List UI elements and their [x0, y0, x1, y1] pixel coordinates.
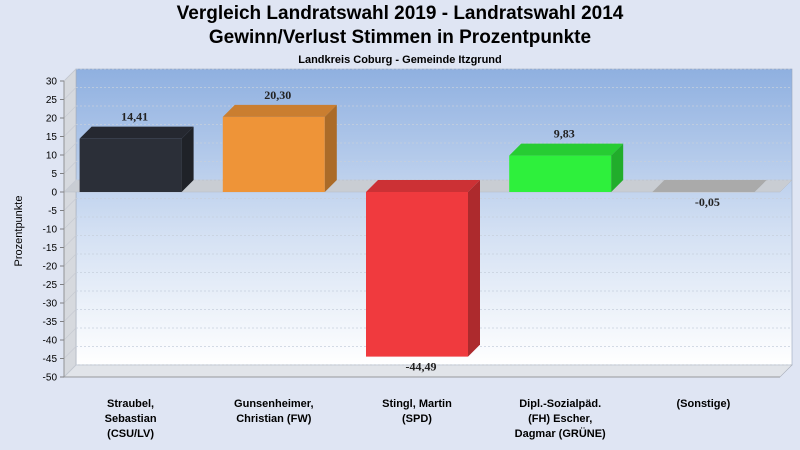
bar-side [468, 180, 480, 357]
bar-front [509, 155, 612, 192]
y-tick-label: -25 [43, 280, 58, 291]
gridline-side [63, 235, 77, 248]
gridline-side [63, 179, 77, 193]
x-category-label: Stingl, Martin (SPD) [382, 398, 452, 425]
y-tick-label: -40 [43, 336, 58, 347]
bar-3 [366, 180, 480, 357]
value-label: -44,49 [406, 360, 437, 374]
bar-top [79, 126, 194, 139]
x-category-label: Straubel, Sebastian (CSU/LV) [104, 398, 157, 440]
y-tick-label: -20 [43, 262, 58, 273]
value-label: 14,41 [121, 110, 148, 124]
gridline-side [63, 161, 77, 174]
bar-5 [652, 180, 767, 193]
y-axis-label: Prozentpunkte [13, 195, 25, 267]
gridline-side [63, 87, 77, 100]
x-category-label: (Sonstige) [676, 398, 731, 410]
chart-title-line1: Vergleich Landratswahl 2019 - Landratswa… [176, 3, 624, 24]
y-tick-label: 0 [51, 188, 57, 199]
y-tick-label: -50 [43, 373, 58, 384]
y-tick-label: -45 [43, 354, 58, 365]
gridline-side [63, 198, 77, 211]
bar-front [79, 138, 182, 192]
y-tick-label: 10 [46, 151, 58, 162]
gridline-side [63, 216, 77, 230]
value-label: -0,05 [695, 195, 720, 209]
y-tick-label: 5 [51, 169, 57, 180]
gridline-side [63, 364, 77, 378]
gridline-side [63, 68, 77, 82]
gridline-side [63, 309, 77, 322]
bar-top [652, 180, 767, 192]
bar-side [754, 180, 767, 193]
chart-title-line2: Gewinn/Verlust Stimmen in Prozentpunkte [208, 27, 592, 48]
y-tick-label: 15 [46, 132, 58, 143]
y-tick-label: -35 [43, 317, 58, 328]
gridline-side [63, 105, 77, 119]
bar-2 [222, 104, 337, 192]
y-tick-label: 20 [46, 114, 58, 125]
bar-side [611, 143, 624, 192]
bar-side [181, 126, 194, 192]
y-tick-label: -10 [43, 225, 58, 236]
gridline-side [63, 142, 77, 156]
gridline-side [63, 124, 77, 137]
y-tick-label: -5 [48, 206, 57, 217]
gridline-side [63, 327, 77, 341]
x-category-label: Dipl.-Sozialpäd. (FH) Escher, Dagmar (GR… [514, 398, 606, 440]
bar-top [366, 180, 480, 192]
bar-side [324, 104, 337, 192]
gridline-side [63, 253, 77, 267]
bar-top [222, 104, 337, 117]
y-tick-label: 25 [46, 95, 58, 106]
bar-1 [79, 126, 194, 192]
gridline-side [63, 346, 77, 359]
bar-front [222, 116, 325, 192]
bar-top [509, 143, 624, 156]
y-tick-label: 30 [46, 77, 58, 88]
y-tick-label: -30 [43, 299, 58, 310]
y-tick-label: -15 [43, 243, 58, 254]
gridline-side [63, 272, 77, 285]
chart-subtitle: Landkreis Coburg - Gemeinde Itzgrund [298, 54, 502, 66]
value-label: 9,83 [554, 127, 575, 141]
bar-front [366, 192, 468, 357]
gridline-side [63, 290, 77, 304]
bar-4 [509, 143, 624, 192]
x-category-label: Gunsenheimer, Christian (FW) [234, 398, 314, 425]
bar-front [652, 192, 755, 193]
value-label: 20,30 [264, 88, 291, 102]
